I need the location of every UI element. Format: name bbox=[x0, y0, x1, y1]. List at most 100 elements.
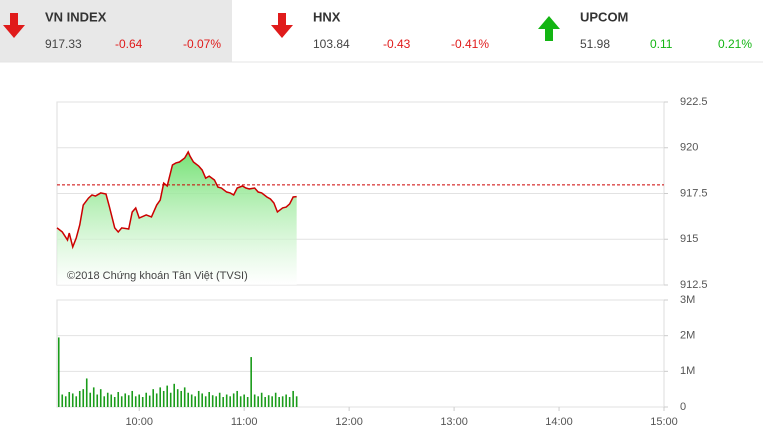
index-percent: -0.07% bbox=[183, 37, 221, 51]
volume-bar bbox=[117, 392, 120, 407]
y-tick-label: 0 bbox=[680, 401, 686, 413]
volume-bar bbox=[61, 394, 64, 407]
volume-bar bbox=[190, 394, 193, 407]
volume-bar bbox=[96, 394, 99, 407]
y-tick-label: 915 bbox=[680, 233, 698, 245]
index-value: 51.98 bbox=[580, 37, 610, 51]
volume-bar bbox=[166, 385, 169, 407]
volume-bar bbox=[246, 397, 249, 407]
volume-bar bbox=[201, 393, 203, 407]
volume-bar bbox=[288, 397, 291, 407]
volume-bar bbox=[173, 383, 176, 407]
price-area bbox=[57, 151, 297, 285]
x-tick-label: 10:00 bbox=[125, 416, 153, 428]
index-name: HNX bbox=[313, 9, 341, 24]
y-tick-label: 912.5 bbox=[680, 279, 708, 291]
volume-bar bbox=[208, 392, 210, 407]
volume-bar bbox=[71, 393, 74, 407]
y-tick-label: 920 bbox=[680, 142, 698, 154]
volume-bar bbox=[159, 387, 162, 407]
volume-bar bbox=[155, 393, 158, 407]
volume-bar bbox=[260, 392, 263, 407]
volume-bar bbox=[148, 395, 151, 407]
volume-bar bbox=[264, 397, 266, 407]
volume-bar bbox=[239, 396, 242, 407]
volume-bar bbox=[222, 397, 224, 407]
volume-bar bbox=[78, 390, 81, 407]
volume-bar bbox=[82, 389, 85, 407]
x-tick-label: 13:00 bbox=[440, 416, 468, 428]
volume-bar bbox=[99, 389, 102, 407]
volume-bar bbox=[131, 390, 134, 407]
index-percent: 0.21% bbox=[718, 37, 752, 51]
volume-bar bbox=[110, 394, 113, 407]
volume-bar bbox=[145, 392, 148, 407]
index-percent: -0.41% bbox=[451, 37, 489, 51]
x-tick-label: 11:00 bbox=[231, 416, 258, 428]
volume-bar bbox=[225, 394, 228, 407]
volume-bar bbox=[64, 396, 67, 407]
volume-bar bbox=[92, 387, 95, 407]
volume-bar bbox=[267, 395, 270, 407]
volume-bar bbox=[194, 396, 196, 407]
volume-bar bbox=[271, 396, 273, 407]
volume-bar bbox=[281, 396, 284, 407]
y-tick-label: 922.5 bbox=[680, 96, 708, 108]
volume-bar bbox=[250, 357, 252, 407]
volume-bar bbox=[162, 390, 165, 407]
y-tick-label: 1M bbox=[680, 365, 695, 377]
index-value: 917.33 bbox=[45, 37, 82, 51]
volume-bar bbox=[285, 394, 287, 407]
volume-bar bbox=[236, 390, 238, 407]
x-tick-label: 14:00 bbox=[545, 416, 573, 428]
watermark: ©2018 Chứng khoán Tân Việt (TVSI) bbox=[67, 270, 248, 282]
volume-bar bbox=[85, 378, 88, 407]
volume-bar bbox=[152, 389, 155, 407]
volume-bar bbox=[176, 389, 179, 407]
volume-bar bbox=[138, 394, 141, 407]
volume-bar bbox=[89, 392, 92, 407]
volume-bar bbox=[120, 396, 123, 407]
index-change: -0.43 bbox=[383, 37, 411, 51]
volume-bar bbox=[274, 392, 277, 407]
volume-bar bbox=[278, 397, 280, 407]
volume-bar bbox=[127, 395, 130, 407]
volume-bar bbox=[187, 392, 189, 407]
volume-bar bbox=[183, 387, 186, 407]
volume-bar bbox=[295, 396, 298, 407]
arrow-down-icon bbox=[3, 13, 25, 38]
volume-bar bbox=[197, 390, 200, 407]
volume-bar bbox=[75, 396, 78, 407]
volume-bar bbox=[229, 396, 231, 407]
plot-frame bbox=[56, 299, 665, 408]
volume-bar bbox=[169, 392, 172, 407]
y-tick-label: 3M bbox=[680, 294, 695, 306]
volume-bar bbox=[103, 396, 106, 407]
volume-bar bbox=[124, 393, 127, 407]
y-tick-label: 917.5 bbox=[680, 187, 708, 199]
volume-bar bbox=[211, 395, 214, 407]
index-value: 103.84 bbox=[313, 37, 350, 51]
volume-bar bbox=[218, 392, 221, 407]
volume-bar bbox=[141, 397, 144, 407]
x-tick-label: 15:00 bbox=[650, 416, 678, 428]
x-tick-label: 12:00 bbox=[335, 416, 363, 428]
volume-bar bbox=[180, 390, 182, 407]
volume-bar bbox=[232, 393, 235, 407]
index-name: VN INDEX bbox=[45, 9, 107, 24]
volume-bar bbox=[204, 396, 207, 407]
index-change: -0.64 bbox=[115, 37, 143, 51]
volume-bar bbox=[68, 392, 71, 407]
volume-bar bbox=[113, 397, 116, 407]
volume-bar bbox=[215, 396, 217, 407]
volume-bar bbox=[106, 392, 109, 407]
volume-bar bbox=[243, 394, 245, 407]
volume-bar bbox=[57, 337, 60, 407]
selected-card[interactable] bbox=[0, 0, 232, 62]
volume-bar bbox=[134, 396, 137, 407]
volume-bar bbox=[292, 390, 294, 407]
index-name: UPCOM bbox=[580, 9, 628, 24]
y-tick-label: 2M bbox=[680, 330, 695, 342]
